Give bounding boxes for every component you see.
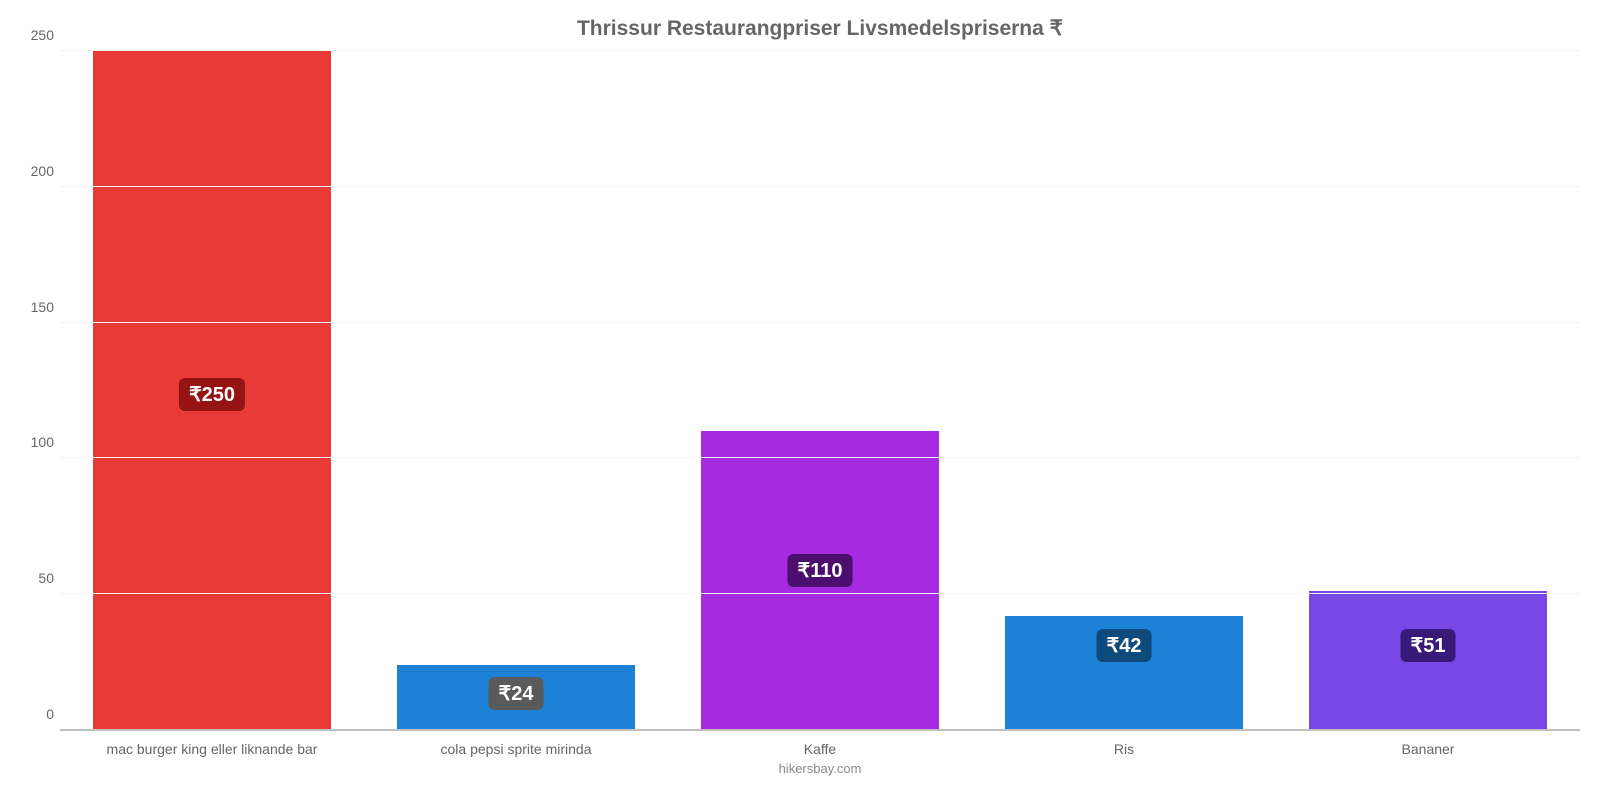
value-badge: ₹51 <box>1401 629 1456 662</box>
value-badge: ₹110 <box>788 554 853 587</box>
bar-slot: ₹24 <box>364 51 668 730</box>
gridline <box>60 322 1580 323</box>
x-tick-label: mac burger king eller liknande bar <box>60 731 364 757</box>
gridline <box>60 593 1580 594</box>
gridline <box>60 457 1580 458</box>
bars-row: ₹250 ₹24 ₹110 ₹42 ₹51 <box>60 51 1580 730</box>
bar-slot: ₹110 <box>668 51 972 730</box>
bar-slot: ₹51 <box>1276 51 1580 730</box>
gridline <box>60 729 1580 730</box>
x-tick-label: Bananer <box>1276 731 1580 757</box>
y-tick-label: 50 <box>16 570 54 586</box>
y-tick-label: 100 <box>16 434 54 450</box>
chart-title: Thrissur Restaurangpriser Livsmedelspris… <box>60 16 1580 41</box>
y-tick-label: 0 <box>16 706 54 722</box>
bar-slot: ₹42 <box>972 51 1276 730</box>
x-tick-label: cola pepsi sprite mirinda <box>364 731 668 757</box>
gridline <box>60 186 1580 187</box>
bar-slot: ₹250 <box>60 51 364 730</box>
x-axis-labels: mac burger king eller liknande barcola p… <box>60 731 1580 757</box>
x-tick-label: Ris <box>972 731 1276 757</box>
y-tick-label: 200 <box>16 163 54 179</box>
x-tick-label: Kaffe <box>668 731 972 757</box>
value-badge: ₹250 <box>179 378 245 411</box>
plot-area: ₹250₹24₹110₹42₹51 050100150200250 <box>60 51 1580 731</box>
footer-credit: hikersbay.com <box>60 761 1580 776</box>
y-tick-label: 250 <box>16 27 54 43</box>
chart-container: Thrissur Restaurangpriser Livsmedelspris… <box>0 0 1600 800</box>
value-badge: ₹42 <box>1097 629 1152 662</box>
y-tick-label: 150 <box>16 299 54 315</box>
value-badge: ₹24 <box>489 677 544 710</box>
gridline <box>60 50 1580 51</box>
